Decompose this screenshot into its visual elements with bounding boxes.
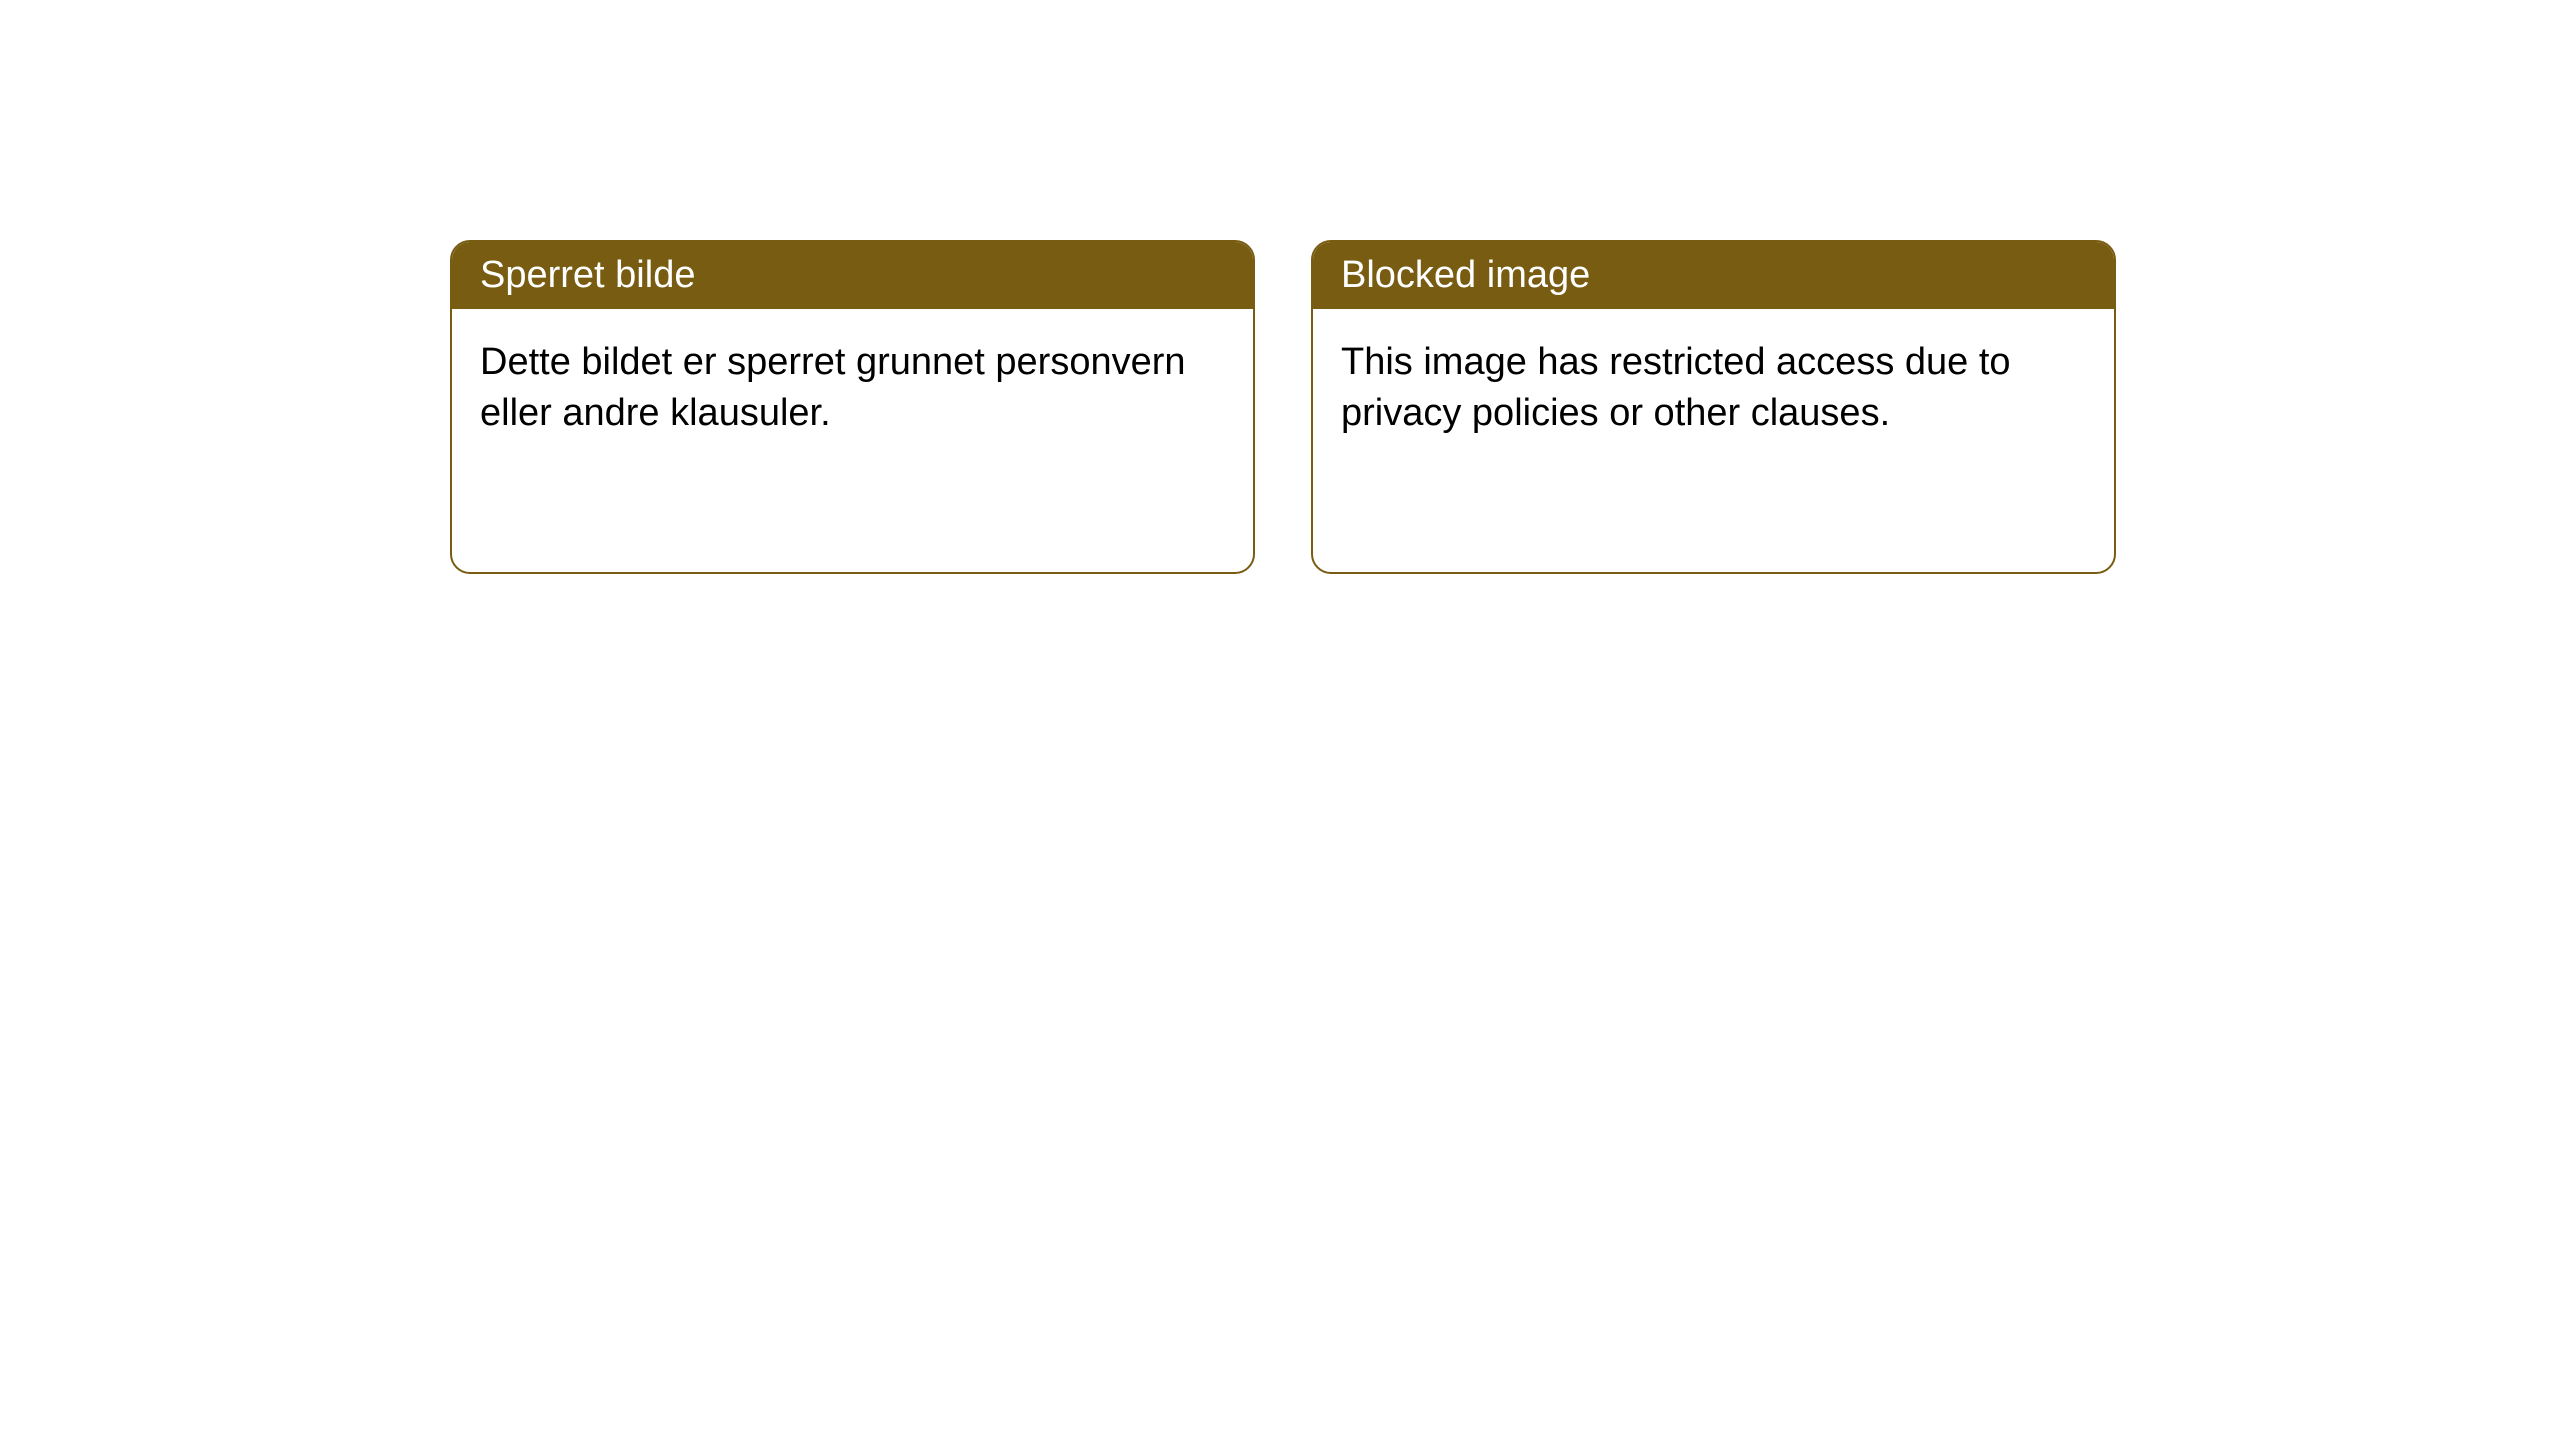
notice-text-english: This image has restricted access due to … <box>1341 341 2011 434</box>
notice-title-english: Blocked image <box>1341 254 1590 296</box>
notice-card-english: Blocked image This image has restricted … <box>1311 240 2116 574</box>
notice-header-norwegian: Sperret bilde <box>452 242 1253 309</box>
notice-title-norwegian: Sperret bilde <box>480 254 695 296</box>
notice-body-english: This image has restricted access due to … <box>1313 309 2114 468</box>
notice-card-norwegian: Sperret bilde Dette bildet er sperret gr… <box>450 240 1255 574</box>
notice-body-norwegian: Dette bildet er sperret grunnet personve… <box>452 309 1253 468</box>
notice-container: Sperret bilde Dette bildet er sperret gr… <box>450 240 2116 574</box>
notice-header-english: Blocked image <box>1313 242 2114 309</box>
notice-text-norwegian: Dette bildet er sperret grunnet personve… <box>480 341 1186 434</box>
